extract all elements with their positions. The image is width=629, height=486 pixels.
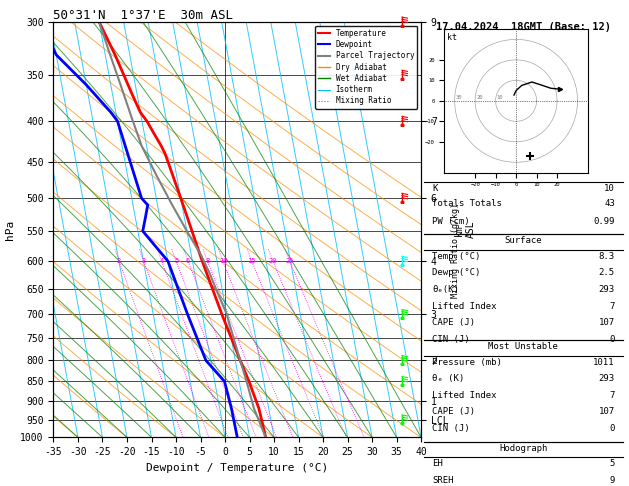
Legend: Temperature, Dewpoint, Parcel Trajectory, Dry Adiabat, Wet Adiabat, Isotherm, Mi: Temperature, Dewpoint, Parcel Trajectory… — [315, 26, 417, 108]
Text: 293: 293 — [599, 285, 615, 294]
Y-axis label: hPa: hPa — [4, 220, 14, 240]
Text: 2: 2 — [117, 258, 121, 264]
Text: 15: 15 — [248, 258, 256, 264]
Text: 8.3: 8.3 — [599, 252, 615, 260]
Text: 17.04.2024  18GMT (Base: 12): 17.04.2024 18GMT (Base: 12) — [436, 22, 611, 32]
Y-axis label: km
ASL: km ASL — [454, 221, 476, 239]
Text: Totals Totals: Totals Totals — [432, 199, 502, 208]
Text: 7: 7 — [610, 391, 615, 400]
Text: 5: 5 — [174, 258, 178, 264]
Text: 50°31'N  1°37'E  30m ASL: 50°31'N 1°37'E 30m ASL — [53, 9, 233, 22]
Text: 20: 20 — [269, 258, 277, 264]
Text: PW (cm): PW (cm) — [432, 217, 469, 226]
Text: θₑ (K): θₑ (K) — [432, 374, 464, 383]
Text: 7: 7 — [610, 301, 615, 311]
Text: CAPE (J): CAPE (J) — [432, 318, 475, 327]
Text: kt: kt — [447, 34, 457, 42]
Text: SREH: SREH — [432, 476, 454, 485]
X-axis label: Dewpoint / Temperature (°C): Dewpoint / Temperature (°C) — [146, 463, 328, 473]
Text: 0: 0 — [610, 335, 615, 344]
Text: Temp (°C): Temp (°C) — [432, 252, 481, 260]
Text: 3: 3 — [142, 258, 146, 264]
Text: K: K — [432, 184, 437, 193]
Text: 1011: 1011 — [593, 358, 615, 366]
Text: Pressure (mb): Pressure (mb) — [432, 358, 502, 366]
Text: EH: EH — [432, 459, 443, 469]
Text: Surface: Surface — [504, 236, 542, 245]
Text: 20: 20 — [476, 95, 482, 100]
Text: 30: 30 — [455, 95, 462, 100]
Text: 6: 6 — [186, 258, 190, 264]
Text: 8: 8 — [206, 258, 209, 264]
Text: Lifted Index: Lifted Index — [432, 301, 496, 311]
Text: 107: 107 — [599, 407, 615, 417]
Text: Lifted Index: Lifted Index — [432, 391, 496, 400]
Text: 2.5: 2.5 — [599, 268, 615, 278]
Text: 0.99: 0.99 — [593, 217, 615, 226]
Text: CAPE (J): CAPE (J) — [432, 407, 475, 417]
Text: 10: 10 — [604, 184, 615, 193]
Text: 0: 0 — [610, 424, 615, 433]
Text: 5: 5 — [610, 459, 615, 469]
Text: Dewp (°C): Dewp (°C) — [432, 268, 481, 278]
Text: CIN (J): CIN (J) — [432, 424, 469, 433]
Text: Mixing Ratio (g/kg): Mixing Ratio (g/kg) — [450, 203, 460, 298]
Text: 4: 4 — [160, 258, 164, 264]
Text: 43: 43 — [604, 199, 615, 208]
Text: 107: 107 — [599, 318, 615, 327]
Text: 25: 25 — [286, 258, 294, 264]
Text: Hodograph: Hodograph — [499, 444, 547, 452]
Text: 9: 9 — [610, 476, 615, 485]
Text: 10: 10 — [497, 95, 503, 100]
Text: 10: 10 — [219, 258, 227, 264]
Text: CIN (J): CIN (J) — [432, 335, 469, 344]
Text: Most Unstable: Most Unstable — [488, 342, 559, 351]
Text: 293: 293 — [599, 374, 615, 383]
Text: θₑ(K): θₑ(K) — [432, 285, 459, 294]
